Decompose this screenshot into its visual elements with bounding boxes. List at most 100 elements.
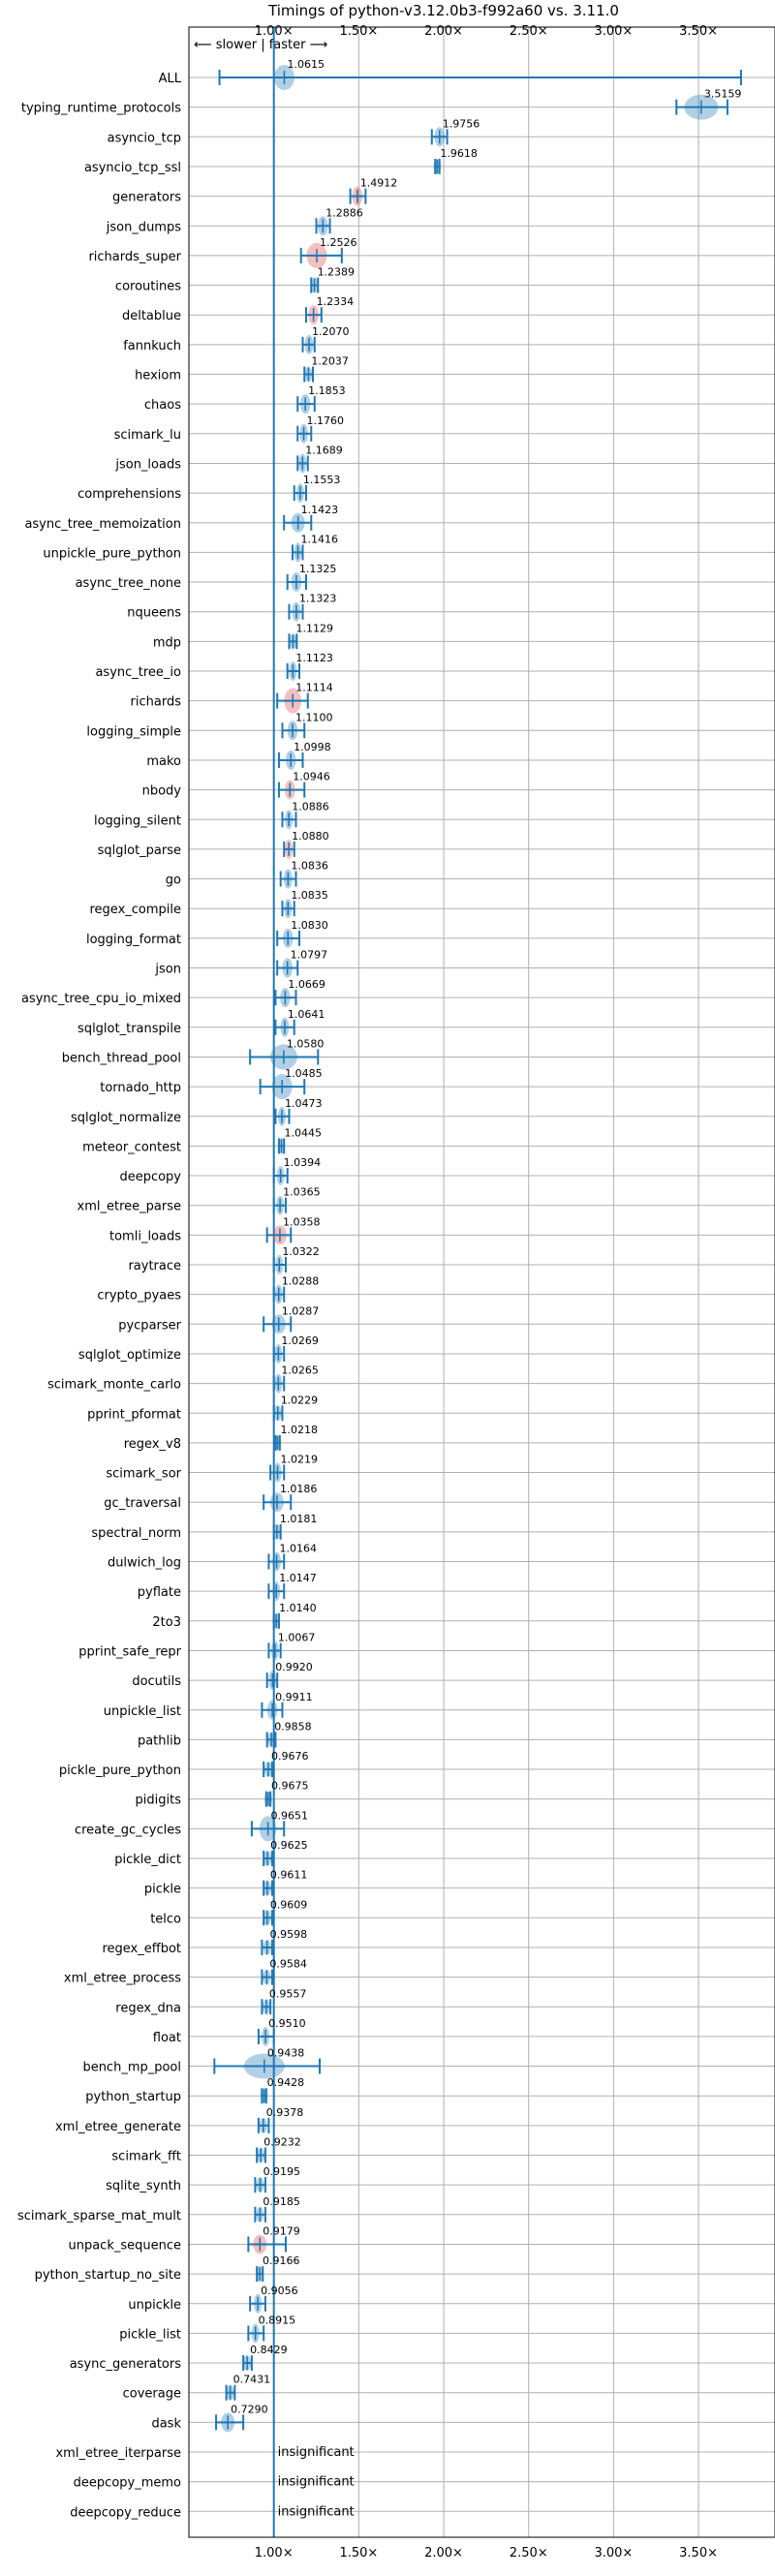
mean-value-label: 0.9056: [261, 2285, 298, 2297]
benchmark-label: unpickle: [128, 2298, 181, 2313]
mean-value-label: 1.1423: [301, 504, 339, 516]
mean-value-label: 0.9557: [269, 1987, 307, 2000]
benchmark-label: nbody: [142, 784, 182, 799]
benchmark-label: bench_mp_pool: [82, 2061, 181, 2075]
benchmark-label: pickle_list: [119, 2327, 181, 2342]
benchmark-label: float: [153, 2031, 181, 2045]
x-tick-label-bottom: 2.00×: [424, 2546, 463, 2561]
benchmark-label: pprint_safe_repr: [78, 1644, 181, 1659]
benchmark-label: json_dumps: [106, 220, 181, 234]
benchmark-label: scimark_sor: [106, 1467, 181, 1482]
grid-layer: 1.00×1.00×1.50×1.50×2.00×2.00×2.50×2.50×…: [189, 24, 775, 2561]
mean-value-label: 0.9598: [270, 1928, 308, 1941]
benchmark-label: async_tree_none: [76, 576, 181, 591]
benchmark-label: sqlglot_optimize: [78, 1348, 181, 1363]
mean-value-label: 1.2886: [326, 206, 363, 219]
benchmark-label: sqlite_synth: [106, 2179, 181, 2193]
benchmark-label: dask: [151, 2416, 181, 2431]
mean-value-label: 0.9651: [271, 1809, 309, 1822]
mean-value-label: 1.0269: [281, 1334, 319, 1347]
mean-value-label: 1.0615: [287, 58, 325, 71]
mean-value-label: 1.2389: [318, 266, 356, 279]
benchmark-label: scimark_fft: [111, 2150, 181, 2164]
benchmark-label: pickle_dict: [114, 1853, 181, 1867]
benchmark-label: docutils: [132, 1674, 181, 1689]
benchmark-label: generators: [112, 191, 181, 205]
benchmark-label: regex_v8: [124, 1437, 181, 1452]
x-tick-label-top: 3.00×: [594, 24, 633, 39]
benchmark-label: python_startup_no_site: [35, 2268, 181, 2283]
benchmark-label: sqlglot_transpile: [78, 1022, 181, 1036]
benchmark-label: raytrace: [128, 1259, 181, 1273]
mean-value-label: 1.1323: [299, 593, 337, 605]
benchmark-label: pyflate: [138, 1585, 181, 1600]
benchmark-label: tornado_http: [100, 1081, 181, 1095]
mean-value-label: 1.0067: [278, 1631, 316, 1643]
mean-value-label: 1.9618: [440, 147, 478, 160]
benchmark-label: mako: [146, 754, 181, 769]
mean-value-label: 1.0394: [284, 1156, 322, 1169]
benchmark-label: regex_dna: [115, 2001, 181, 2015]
benchmark-label: coverage: [123, 2387, 181, 2402]
mean-value-label: 0.8915: [259, 2314, 296, 2326]
x-tick-label-bottom: 3.00×: [594, 2546, 633, 2561]
benchmark-label: coroutines: [115, 280, 181, 294]
mean-value-label: 1.1416: [301, 533, 339, 545]
benchmark-label: pickle_pure_python: [59, 1763, 181, 1778]
benchmark-label: pathlib: [138, 1733, 181, 1748]
benchmark-label: xml_etree_parse: [78, 1200, 181, 1214]
mean-value-label: 1.0836: [291, 860, 328, 873]
mean-value-label: 1.1689: [305, 444, 343, 456]
mean-value-label: 1.0641: [288, 1008, 326, 1021]
mean-value-label: 0.9911: [275, 1691, 313, 1703]
insignificant-label: insignificant: [278, 2504, 355, 2519]
x-tick-label-top: 2.00×: [424, 24, 463, 39]
mean-value-label: 1.1325: [299, 563, 337, 575]
benchmark-label: sqlglot_parse: [98, 843, 181, 858]
mean-value-label: 0.8429: [250, 2344, 288, 2356]
x-tick-label-top: 1.50×: [339, 24, 378, 39]
benchmark-label: xml_etree_generate: [55, 2120, 181, 2134]
benchmark-label: json_loads: [114, 457, 181, 472]
mean-value-label: 1.1853: [308, 384, 346, 397]
mean-value-label: 1.0445: [284, 1126, 322, 1139]
mean-value-label: 1.0880: [292, 830, 329, 843]
mean-value-label: 0.9609: [270, 1898, 308, 1911]
benchmark-label: richards_super: [88, 250, 181, 264]
benchmark-label: xml_etree_iterparse: [55, 2446, 181, 2461]
benchmark-label: pickle: [144, 1883, 181, 1897]
violins: 1.0615 3.5159 1.9756 1.9618 1.4912 1.2886 1.25…: [213, 58, 742, 2519]
benchmark-label: pidigits: [136, 1794, 182, 1808]
mean-value-label: 1.0229: [281, 1394, 319, 1406]
mean-value-label: 0.9675: [271, 1780, 309, 1793]
benchmark-label: nqueens: [127, 606, 181, 621]
benchmark-label: deepcopy: [119, 1170, 181, 1184]
mean-value-label: 1.0164: [280, 1543, 318, 1555]
benchmark-label: typing_runtime_protocols: [21, 102, 181, 116]
mean-value-label: 0.9232: [264, 2136, 301, 2149]
mean-value-label: 1.0473: [285, 1097, 323, 1110]
mean-value-label: 0.9166: [263, 2254, 300, 2267]
mean-value-label: 1.1100: [295, 711, 333, 723]
mean-value-label: 0.9428: [267, 2076, 305, 2089]
mean-value-label: 1.0147: [279, 1572, 317, 1584]
benchmark-label: xml_etree_process: [64, 1972, 181, 1986]
mean-value-label: 0.7431: [233, 2374, 271, 2386]
x-tick-label-bottom: 2.50×: [510, 2546, 548, 2561]
benchmark-label: logging_simple: [86, 724, 181, 739]
benchmark-label: telco: [150, 1912, 181, 1926]
mean-value-label: 1.0140: [279, 1602, 317, 1614]
benchmark-label: comprehensions: [78, 487, 181, 502]
mean-value-label: 1.0830: [291, 919, 328, 932]
mean-value-label: 0.9179: [263, 2224, 300, 2237]
insignificant-label: insignificant: [278, 2475, 355, 2490]
benchmark-label: fannkuch: [123, 339, 181, 353]
benchmark-label: sqlglot_normalize: [71, 1111, 181, 1125]
mean-value-label: 1.1114: [295, 682, 333, 694]
mean-value-label: 1.1123: [295, 652, 333, 664]
insignificant-label: insignificant: [278, 2445, 355, 2460]
benchmark-label: mdp: [153, 635, 181, 650]
benchmark-label: hexiom: [135, 369, 181, 383]
benchmark-label: pprint_pformat: [87, 1407, 181, 1422]
x-tick-label-top: 3.50×: [679, 24, 718, 39]
